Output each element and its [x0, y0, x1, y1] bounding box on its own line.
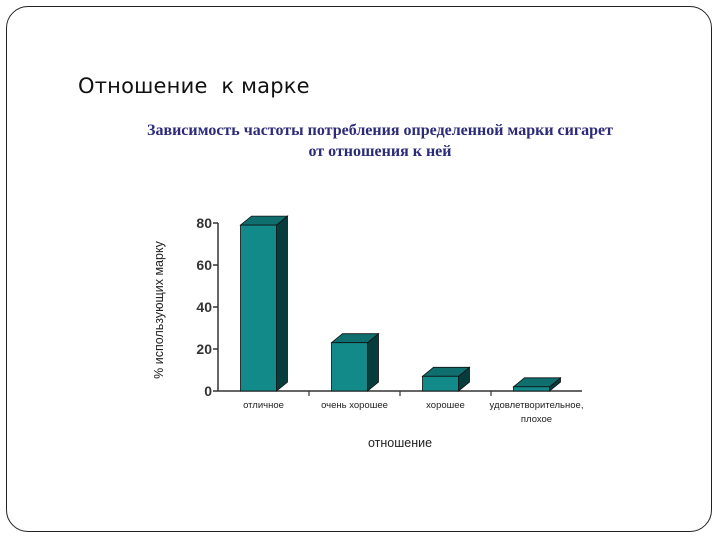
bar-front [513, 386, 550, 392]
chart-subtitle: Зависимость частоты потребления определе… [70, 120, 690, 162]
bar [421, 366, 471, 392]
bar-front [331, 342, 368, 392]
chart-subtitle-line-1: Зависимость частоты потребления определе… [147, 122, 613, 139]
bar-front [240, 224, 277, 392]
y-tick-label: 80 [196, 215, 212, 231]
y-ticks: 0 20 40 60 80 [196, 215, 218, 399]
x-ticks: отличное очень хорошее хорошее удовлетворит… [243, 391, 583, 425]
bar [330, 332, 380, 392]
bar-side [367, 332, 379, 392]
x-tick-label: хорошее [426, 400, 465, 411]
x-tick-label: очень хорошее [321, 400, 388, 411]
slide-frame [6, 6, 712, 532]
slide-title: Отношение к марке [78, 74, 310, 98]
bars [239, 215, 562, 392]
chart-subtitle-line-2: от отношения к ней [308, 143, 452, 160]
y-tick-label: 0 [204, 383, 212, 399]
bar [512, 376, 562, 392]
y-tick-label: 20 [196, 341, 212, 357]
y-tick-label: 40 [196, 299, 212, 315]
x-tick-label: удовлетворительное, плохое [490, 400, 584, 425]
x-axis-label: отношение [368, 436, 432, 450]
bar [239, 215, 289, 392]
x-tick-label: отличное [243, 400, 284, 411]
bar-front [422, 375, 459, 392]
bar-side [276, 215, 288, 392]
y-axis-label: % использующих марку [152, 240, 166, 378]
y-tick-label: 60 [196, 257, 212, 273]
